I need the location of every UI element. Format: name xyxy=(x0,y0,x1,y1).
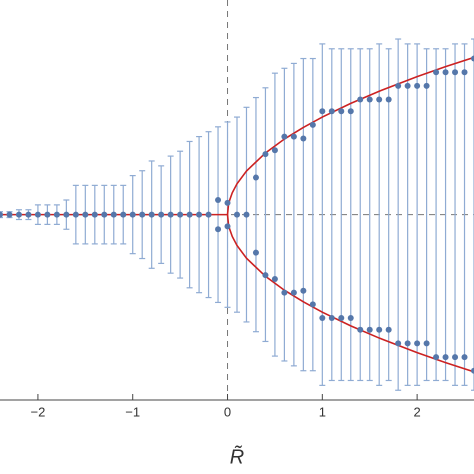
data-point xyxy=(347,315,354,322)
data-point xyxy=(0,211,3,218)
data-point xyxy=(25,211,32,218)
data-point xyxy=(44,211,51,218)
x-tick-label: −1 xyxy=(125,404,140,419)
data-point xyxy=(338,108,345,115)
data-point xyxy=(234,211,240,218)
data-point xyxy=(471,55,474,62)
data-point xyxy=(110,211,117,218)
data-point xyxy=(309,301,316,308)
data-point xyxy=(53,211,60,218)
data-point xyxy=(262,272,269,279)
x-tick-label: 2 xyxy=(414,404,421,419)
data-point xyxy=(328,108,335,115)
data-point xyxy=(148,211,155,218)
data-point xyxy=(158,211,165,218)
data-point xyxy=(139,211,146,218)
data-point xyxy=(34,211,41,218)
data-point xyxy=(224,199,231,206)
data-point xyxy=(433,69,440,76)
data-point xyxy=(300,135,307,142)
data-point xyxy=(271,276,278,283)
x-tick-label: 0 xyxy=(224,404,231,419)
data-point xyxy=(319,315,326,322)
data-point xyxy=(376,96,383,103)
data-point xyxy=(395,340,402,347)
data-point xyxy=(120,211,127,218)
data-point xyxy=(328,315,335,322)
data-point xyxy=(82,211,89,218)
data-point xyxy=(357,96,364,103)
data-point xyxy=(290,133,297,140)
data-point xyxy=(224,223,231,230)
data-point xyxy=(215,226,222,233)
data-point xyxy=(433,354,440,361)
data-point xyxy=(404,82,411,89)
data-point xyxy=(167,211,174,218)
data-point xyxy=(414,82,421,89)
data-point xyxy=(300,287,307,294)
data-point xyxy=(101,211,108,218)
data-point xyxy=(6,211,13,218)
data-point xyxy=(385,96,392,103)
data-point xyxy=(442,69,449,76)
data-point xyxy=(385,326,392,333)
data-point xyxy=(186,211,193,218)
x-tick-label: 1 xyxy=(319,404,326,419)
data-point xyxy=(366,326,373,333)
x-tick-label: −2 xyxy=(31,404,46,419)
data-point xyxy=(461,69,468,76)
data-point xyxy=(15,211,22,218)
data-point xyxy=(290,289,297,296)
data-point xyxy=(442,354,449,361)
data-point xyxy=(129,211,136,218)
data-point xyxy=(395,82,402,89)
data-point xyxy=(338,315,345,322)
data-point xyxy=(366,96,373,103)
data-point xyxy=(309,121,316,128)
data-point xyxy=(357,326,364,333)
data-point xyxy=(72,211,79,218)
data-point xyxy=(423,340,430,347)
data-point xyxy=(243,211,250,218)
data-point xyxy=(91,211,98,218)
data-point xyxy=(404,340,411,347)
data-point xyxy=(452,69,459,76)
data-point xyxy=(376,326,383,333)
data-point xyxy=(319,108,326,115)
data-point xyxy=(252,249,259,256)
data-point xyxy=(271,147,278,154)
data-point xyxy=(452,354,459,361)
data-point xyxy=(262,151,269,158)
data-point xyxy=(63,211,70,218)
x-axis-label: R̃ xyxy=(230,444,244,468)
data-point xyxy=(205,211,212,218)
data-point xyxy=(414,340,421,347)
data-point xyxy=(215,197,222,203)
data-point xyxy=(471,367,474,374)
data-point xyxy=(196,211,203,218)
data-point xyxy=(252,174,259,181)
data-point xyxy=(461,354,468,361)
data-point xyxy=(347,108,354,115)
data-point xyxy=(281,289,288,296)
data-point xyxy=(423,82,430,89)
data-point xyxy=(177,211,184,218)
data-point xyxy=(281,133,288,140)
